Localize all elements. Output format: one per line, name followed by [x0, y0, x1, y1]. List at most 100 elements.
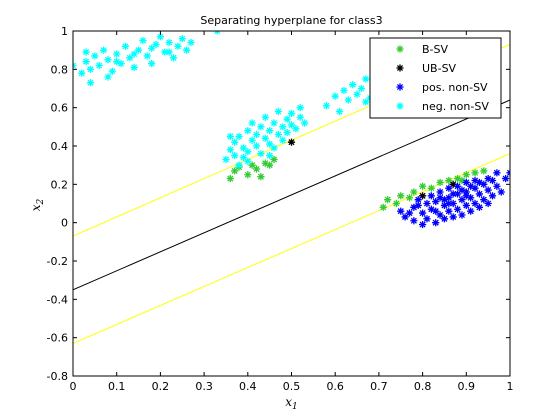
data-point	[445, 207, 453, 215]
legend-label: UB-SV	[422, 62, 457, 75]
data-point	[322, 102, 331, 110]
data-point	[104, 73, 112, 81]
data-point	[270, 155, 278, 164]
data-point	[86, 65, 95, 73]
data-point	[340, 86, 348, 95]
data-point	[414, 196, 422, 204]
data-point	[99, 46, 108, 54]
data-point	[432, 219, 440, 227]
x-tick-label: 0.4	[239, 380, 257, 393]
data-point	[165, 38, 173, 47]
data-point	[226, 146, 234, 154]
data-point	[462, 188, 470, 196]
legend-entry: neg. non-SV	[396, 100, 489, 113]
x-tick-label: 0.8	[414, 380, 432, 393]
data-point	[362, 75, 370, 83]
data-point	[480, 180, 488, 188]
data-point	[484, 199, 492, 208]
data-point	[462, 192, 470, 200]
data-point	[270, 119, 278, 127]
data-point	[121, 42, 130, 50]
y-axis-label: x2	[29, 198, 46, 211]
data-point	[458, 196, 466, 204]
data-point	[82, 48, 90, 56]
data-point	[152, 40, 160, 49]
data-point	[183, 46, 191, 54]
data-point	[148, 44, 156, 52]
data-point	[432, 207, 440, 215]
data-point	[384, 196, 392, 204]
data-point	[488, 192, 497, 200]
data-point	[423, 215, 431, 223]
data-point	[419, 192, 427, 200]
data-point	[257, 150, 265, 158]
data-point	[475, 203, 484, 211]
data-point	[392, 199, 400, 208]
data-point	[401, 213, 409, 221]
data-point	[467, 182, 475, 190]
data-point	[475, 190, 484, 198]
data-point	[161, 48, 169, 56]
margin-lower-line	[73, 153, 510, 344]
data-point	[453, 174, 462, 183]
data-point	[287, 109, 296, 118]
data-point	[462, 201, 470, 210]
data-point	[427, 205, 435, 213]
data-point	[344, 96, 352, 104]
data-point	[274, 107, 282, 116]
data-point	[226, 174, 234, 183]
data-point	[274, 130, 282, 139]
tick-layer: 0 0.1 0.2 0.3 0.4 0.5 0.6 0.7 0.8 0.9 1 -0.8 -0.6 -0.…	[47, 25, 514, 393]
data-point	[493, 169, 501, 177]
legend-marker	[396, 45, 404, 53]
data-point	[397, 207, 405, 215]
data-point	[436, 178, 444, 187]
data-point	[419, 220, 427, 229]
data-point	[405, 209, 414, 217]
data-point	[78, 69, 86, 77]
y-tick-label: -0.4	[47, 293, 68, 306]
legend-entry: UB-SV	[396, 62, 457, 75]
data-point	[117, 59, 125, 68]
data-point	[257, 123, 265, 131]
data-point	[379, 203, 387, 211]
data-point	[414, 201, 422, 210]
data-point	[458, 186, 466, 194]
data-point	[252, 165, 261, 173]
data-point	[248, 161, 256, 169]
series-3	[73, 31, 400, 169]
data-point	[502, 174, 510, 183]
data-point	[449, 180, 457, 188]
data-point	[248, 119, 256, 127]
data-point	[419, 209, 427, 217]
data-point	[440, 201, 449, 210]
data-point	[231, 138, 239, 146]
data-point	[266, 151, 274, 160]
data-point	[497, 188, 505, 196]
data-point	[296, 104, 304, 112]
data-point	[130, 50, 138, 58]
data-point	[239, 144, 248, 152]
legend-label: B-SV	[422, 43, 448, 56]
data-point	[493, 182, 501, 190]
data-point	[362, 98, 370, 106]
data-point	[292, 125, 300, 133]
data-point	[440, 215, 449, 223]
data-point	[266, 140, 274, 148]
data-point	[266, 127, 274, 135]
data-point	[252, 130, 261, 139]
data-point	[410, 217, 418, 225]
data-point	[488, 176, 497, 185]
data-point	[423, 199, 431, 208]
data-point	[449, 199, 457, 208]
data-point	[244, 148, 252, 156]
data-point	[279, 136, 287, 144]
data-point	[148, 59, 156, 68]
data-point	[445, 176, 453, 185]
data-point	[244, 171, 252, 179]
x-tick-label: 0.6	[326, 380, 344, 393]
data-point	[248, 136, 256, 144]
legend-entries: B-SV UB-SV pos. non-SV neg. non-SV	[396, 43, 489, 113]
data-point	[432, 197, 440, 206]
y-tick-label: -0.8	[47, 370, 68, 383]
